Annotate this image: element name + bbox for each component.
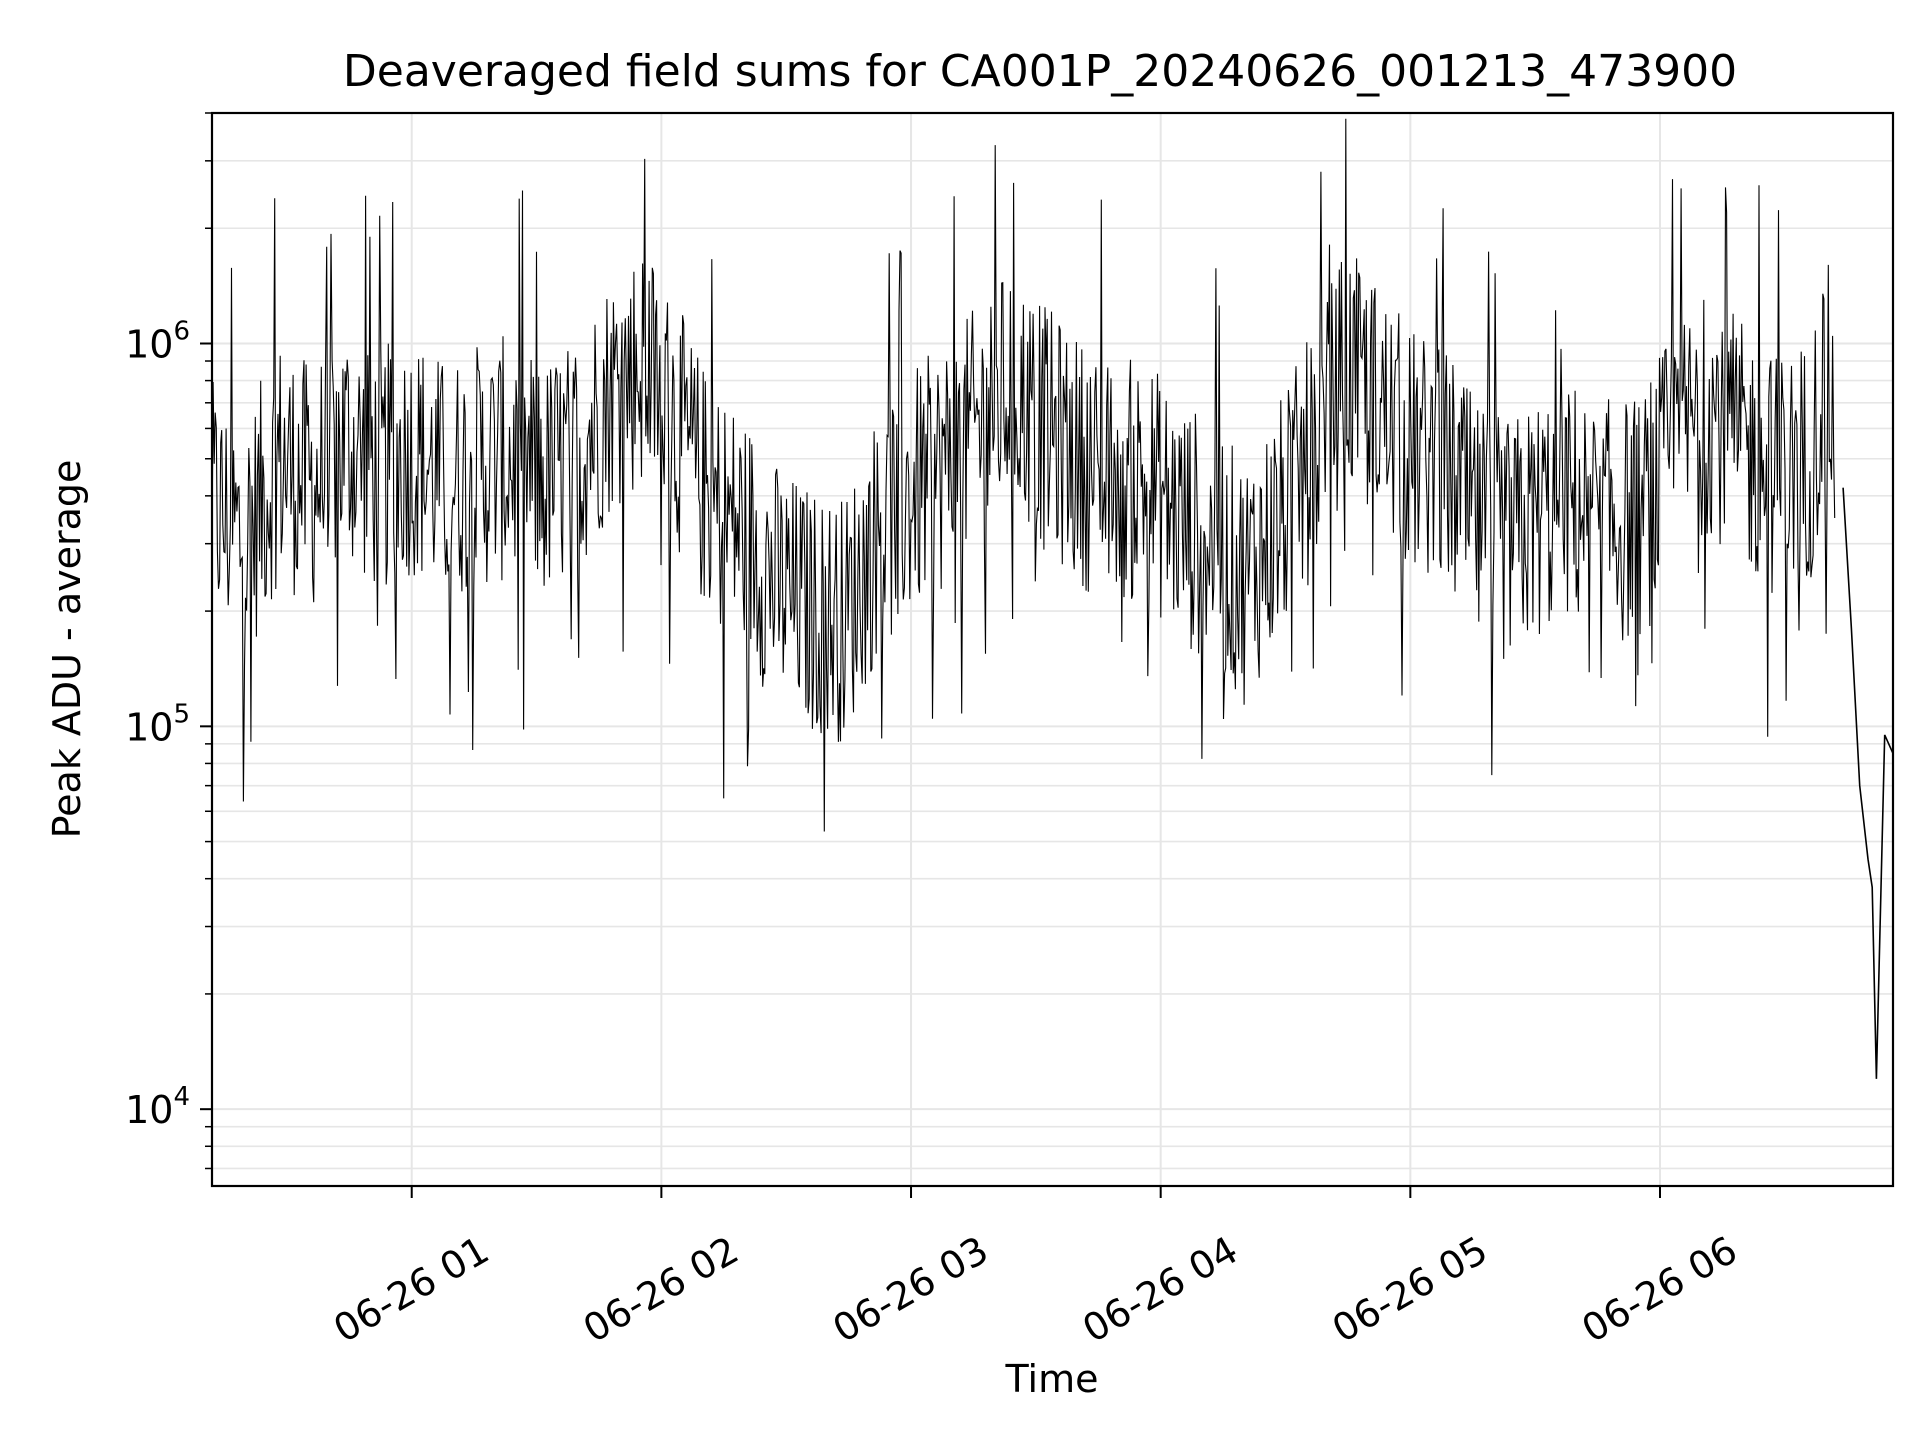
x-tick-label: 06-26 05	[1325, 1228, 1495, 1352]
x-axis-label: Time	[1005, 1357, 1099, 1401]
x-axis: 06-26 01 06-26 02 06-26 03 06-26 04 06-26 05…	[326, 1186, 1744, 1351]
series-line	[1842, 487, 1894, 1079]
x-tick-label: 06-26 02	[576, 1228, 746, 1352]
x-tick-label: 06-26 04	[1075, 1228, 1245, 1352]
y-axis-label: Peak ADU - average	[45, 460, 89, 839]
plot-frame	[210, 111, 1895, 1188]
grid-lines	[212, 112, 1893, 1186]
y-tick-label: 106	[125, 316, 190, 366]
x-tick-label: 06-26 01	[326, 1228, 496, 1352]
series-noise-path	[211, 118, 1836, 832]
x-tick-label: 06-26 03	[826, 1228, 996, 1352]
chart-title: Deaveraged field sums for CA001P_2024062…	[343, 46, 1737, 97]
x-tick-label: 06-26 06	[1575, 1228, 1745, 1352]
noise-trace	[211, 118, 1836, 832]
y-tick-label: 104	[125, 1082, 190, 1132]
y-axis: 106 105 104	[125, 112, 212, 1170]
y-tick-label: 105	[125, 699, 190, 749]
